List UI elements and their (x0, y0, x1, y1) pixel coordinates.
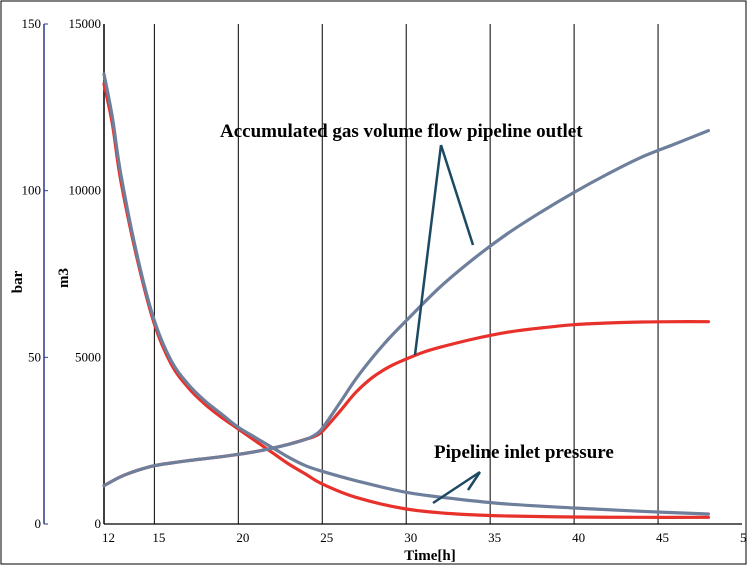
x-tick-label: 15 (152, 530, 165, 545)
left-tick-label: 50 (28, 349, 41, 364)
left-axis-label: bar (10, 270, 26, 293)
tick-labels: 12 15 20 25 30 35 40 45 50 0 50 100 150 0 5000 10000 150… (22, 16, 747, 545)
right-tick-label: 5000 (75, 349, 101, 364)
pointer-gas-to-red (415, 145, 441, 355)
x-tick-label: 40 (572, 530, 585, 545)
right-tick-label: 0 (95, 516, 102, 531)
right-tick-label: 15000 (69, 16, 102, 31)
left-tick-label: 0 (35, 516, 42, 531)
x-tick-label: 12 (102, 530, 115, 545)
pointer-gas-to-blue (441, 145, 473, 245)
x-tick-label: 35 (488, 530, 501, 545)
x-tick-label: 20 (236, 530, 249, 545)
x-tick-label: 25 (320, 530, 333, 545)
left-tick-label: 150 (22, 16, 42, 31)
annotation-gas-volume: Accumulated gas volume flow pipeline out… (220, 121, 583, 142)
annotation-inlet-pressure: Pipeline inlet pressure (434, 442, 614, 463)
x-tick-label: 45 (656, 530, 669, 545)
right-axis-label: m3 (56, 268, 72, 288)
right-tick-label: 10000 (69, 183, 102, 198)
left-tick-label: 100 (22, 183, 42, 198)
x-tick-label: 30 (404, 530, 417, 545)
x-tick-label: 50 (740, 530, 747, 545)
x-axis-label: Time[h] (404, 548, 455, 564)
